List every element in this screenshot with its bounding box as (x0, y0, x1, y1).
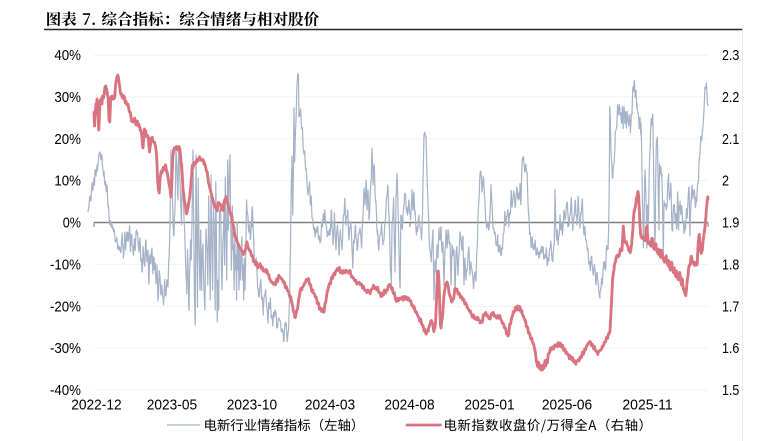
svg-text:2025-01: 2025-01 (464, 396, 514, 413)
svg-text:2: 2 (722, 173, 729, 190)
svg-text:1.8: 1.8 (722, 256, 739, 273)
svg-text:2022-12: 2022-12 (71, 396, 121, 413)
svg-text:-30%: -30% (50, 340, 81, 357)
svg-text:1.6: 1.6 (722, 340, 739, 357)
svg-text:2.1: 2.1 (722, 131, 739, 148)
svg-text:-20%: -20% (50, 298, 81, 315)
svg-text:2024-08: 2024-08 (384, 396, 434, 413)
svg-text:2023-05: 2023-05 (147, 396, 197, 413)
svg-text:2.2: 2.2 (722, 89, 739, 106)
svg-text:1.9: 1.9 (722, 215, 739, 232)
svg-text:2023-10: 2023-10 (227, 396, 277, 413)
svg-text:10%: 10% (54, 173, 81, 190)
svg-text:2025-06: 2025-06 (542, 396, 592, 413)
svg-text:0%: 0% (63, 215, 81, 232)
svg-text:40%: 40% (54, 47, 81, 64)
svg-text:2024-03: 2024-03 (305, 396, 355, 413)
svg-text:30%: 30% (54, 89, 81, 106)
svg-text:2.3: 2.3 (722, 47, 739, 64)
svg-text:1.7: 1.7 (722, 298, 739, 315)
svg-text:-10%: -10% (50, 256, 81, 273)
svg-text:1.5: 1.5 (722, 382, 739, 399)
svg-text:2025-11: 2025-11 (622, 396, 672, 413)
svg-text:20%: 20% (54, 131, 81, 148)
svg-text:-40%: -40% (50, 382, 81, 399)
